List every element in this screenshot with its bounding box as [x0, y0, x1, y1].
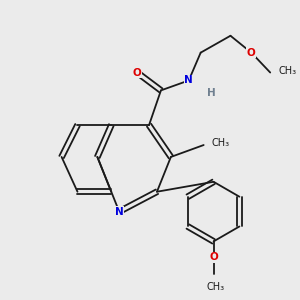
Text: O: O	[247, 48, 256, 58]
Text: O: O	[133, 68, 142, 77]
Text: N: N	[115, 207, 124, 217]
Text: N: N	[184, 76, 193, 85]
Text: O: O	[209, 252, 218, 262]
Text: H: H	[207, 88, 216, 98]
Text: CH₃: CH₃	[206, 282, 225, 292]
Text: CH₃: CH₃	[212, 138, 230, 148]
Text: CH₃: CH₃	[278, 65, 296, 76]
